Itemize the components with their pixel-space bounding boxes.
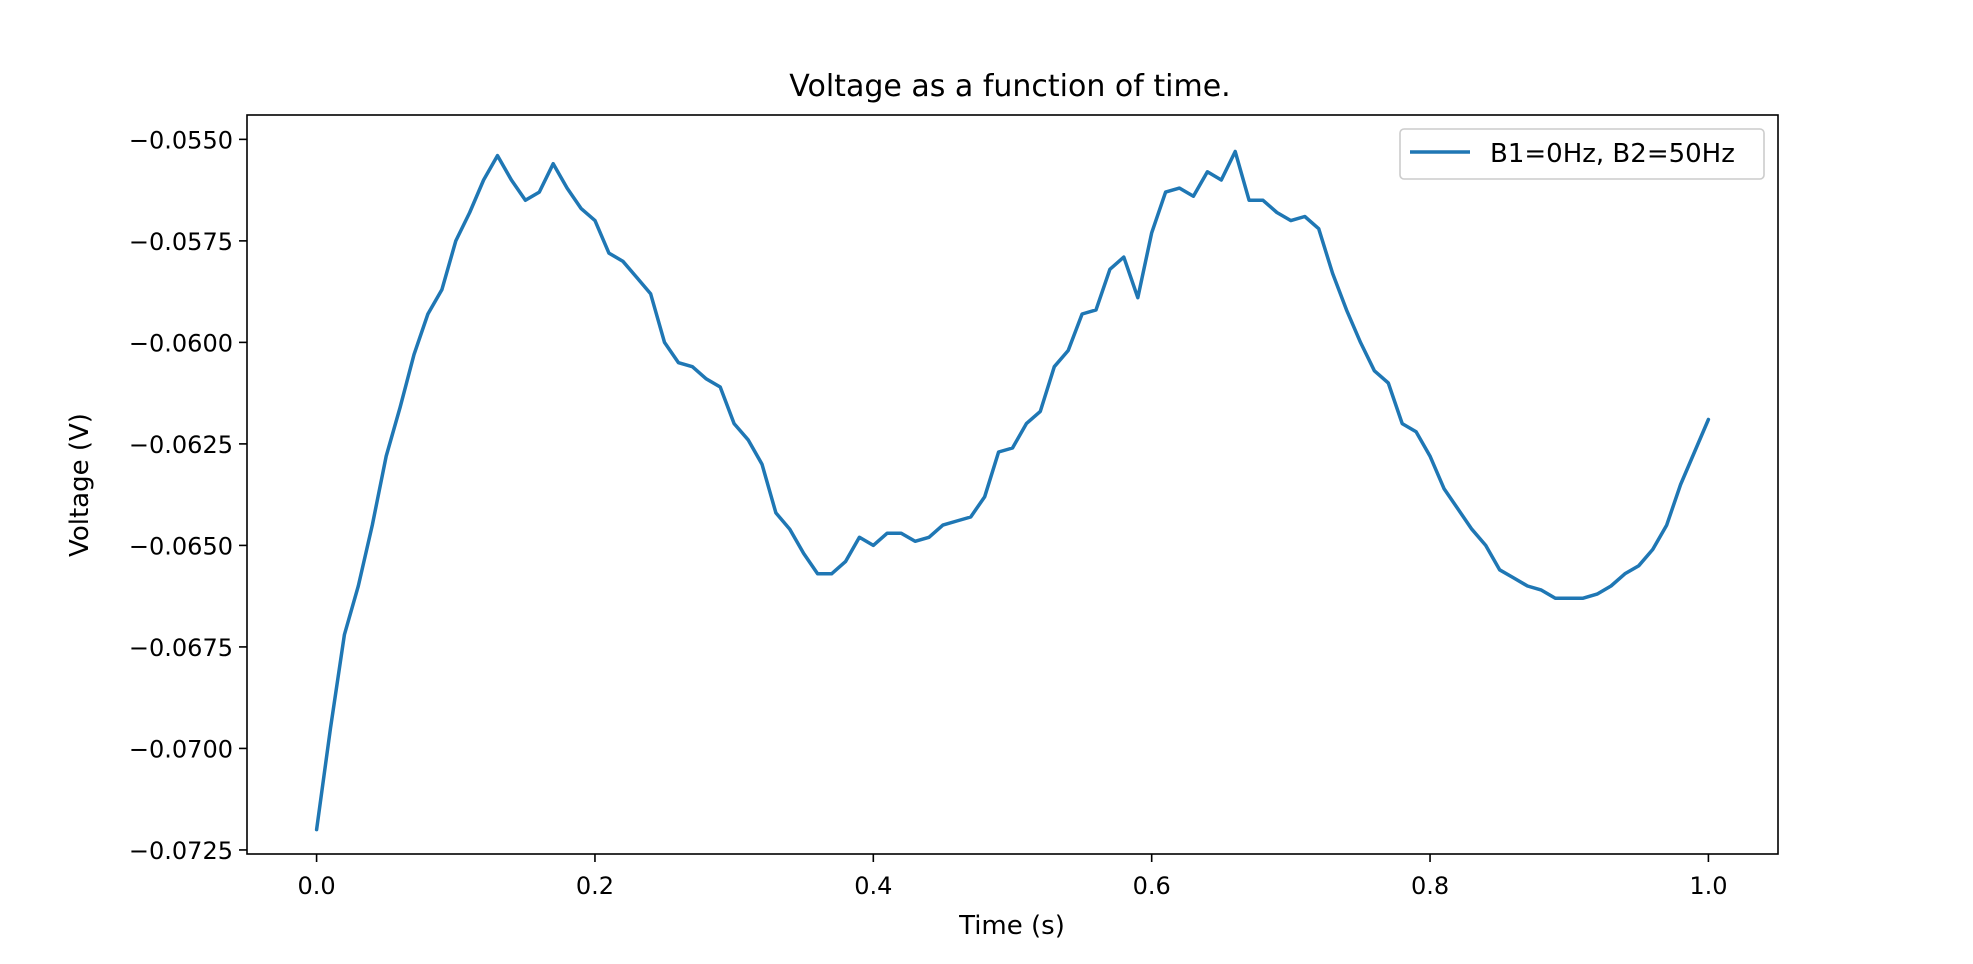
y-tick-label: −0.0550 [129, 126, 233, 154]
y-axis: −0.0550 −0.0575 −0.0600 −0.0625 −0.0650 −0.06… [129, 126, 247, 865]
x-tick-label: 0.6 [1133, 872, 1171, 900]
y-tick-label: −0.0725 [129, 837, 233, 865]
y-tick-label: −0.0700 [129, 735, 233, 763]
y-tick-label: −0.0600 [129, 329, 233, 357]
legend: B1=0Hz, B2=50Hz [1399, 128, 1765, 180]
x-tick-label: 0.4 [854, 872, 892, 900]
series-line [314, 149, 1711, 832]
legend-box [1399, 128, 1765, 180]
legend-entry-label: B1=0Hz, B2=50Hz [1490, 139, 1735, 169]
x-tick-label: 0.8 [1411, 872, 1449, 900]
x-axis: 0.0 0.2 0.4 0.6 0.8 1.0 [298, 854, 1727, 900]
y-tick-label: −0.0675 [129, 634, 233, 662]
y-tick-label: −0.0575 [129, 228, 233, 256]
series-layer [314, 149, 1711, 832]
axes-frame [246, 114, 1779, 855]
y-tick-label: −0.0625 [129, 431, 233, 459]
x-tick-label: 0.2 [576, 872, 614, 900]
x-tick-label: 0.0 [298, 872, 336, 900]
y-axis-label: Voltage (V) [65, 413, 95, 557]
x-tick-label: 1.0 [1689, 872, 1727, 900]
y-tick-label: −0.0650 [129, 532, 233, 560]
x-axis-label: Time (s) [958, 911, 1065, 941]
chart-title: Voltage as a function of time. [789, 69, 1230, 104]
plot-area [246, 114, 1779, 855]
